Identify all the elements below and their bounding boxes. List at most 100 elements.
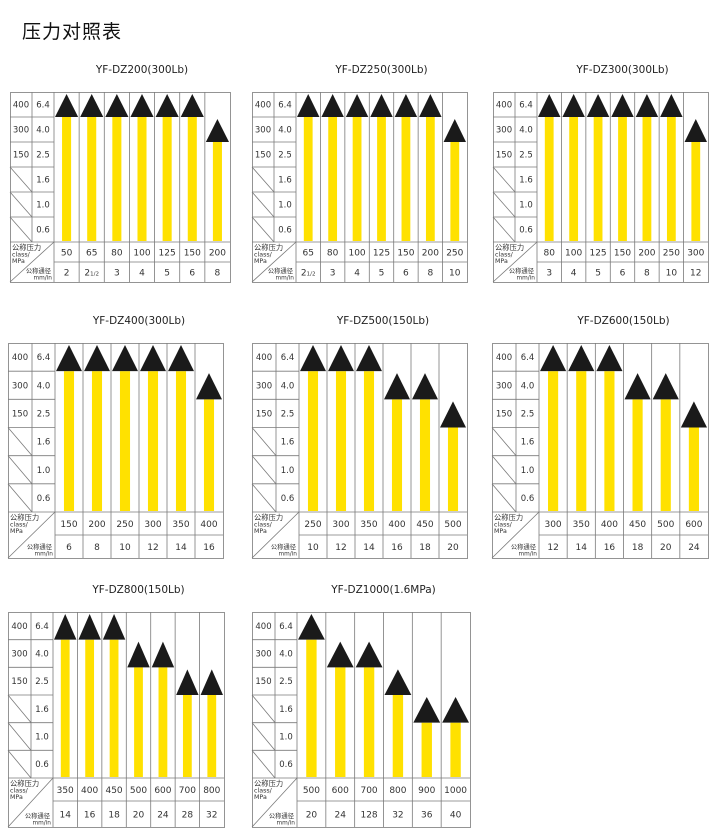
class-label: 300: [255, 650, 271, 660]
mpa-label: 1.0: [278, 201, 292, 211]
header-mpa: MPa: [254, 794, 267, 801]
class-label: 150: [11, 677, 27, 687]
inch-label: 16: [84, 811, 96, 821]
diagonal-slash: [251, 750, 276, 779]
pressure-bar: [425, 117, 435, 241]
header-class: class/: [10, 522, 29, 529]
inch-label: 3: [114, 269, 120, 279]
pressure-arrow-icon: [624, 373, 651, 400]
inch-label: 24: [688, 543, 700, 553]
inch-label: 14: [576, 543, 588, 553]
pressure-bar: [618, 117, 627, 241]
inch-label: 4: [354, 269, 360, 279]
mpa-label: 6.4: [35, 622, 49, 632]
header-dn: 公称通径: [268, 266, 294, 275]
header-class: class/: [254, 522, 273, 529]
dn-label: 350: [360, 520, 377, 530]
pressure-bar: [544, 117, 554, 241]
dn-label: 350: [172, 520, 189, 530]
pressure-arrow-icon: [660, 94, 683, 117]
diagonal-slash: [251, 483, 277, 513]
class-label: 150: [496, 409, 512, 419]
dn-label: 250: [304, 520, 321, 530]
inch-label: 4: [571, 269, 577, 279]
pressure-arrow-icon: [105, 94, 129, 117]
dn-label: 600: [332, 786, 349, 796]
pressure-bar: [392, 695, 404, 777]
mpa-label: 1.6: [35, 705, 49, 715]
diagonal-slash: [491, 483, 517, 513]
pressure-bar: [119, 371, 131, 511]
header-class: class/: [10, 788, 29, 795]
header-dn: 公称通径: [269, 811, 295, 820]
mpa-label: 2.5: [278, 151, 292, 161]
mpa-label: 0.6: [519, 226, 533, 236]
pressure-bar: [328, 117, 338, 241]
inch-label: 12: [147, 543, 158, 553]
inch-label: 8: [94, 543, 100, 553]
class-label: 300: [496, 126, 512, 136]
class-label: 400: [12, 353, 28, 363]
pressure-arrow-icon: [355, 641, 383, 668]
inch-label: 24: [335, 811, 347, 821]
mpa-label: 2.5: [519, 151, 533, 161]
mpa-label: 6.4: [36, 101, 50, 111]
chart-border: [492, 343, 709, 559]
pressure-arrow-icon: [297, 94, 320, 117]
pressure-bar: [137, 117, 147, 241]
diagonal-slash: [492, 216, 516, 243]
mpa-label: 2.5: [36, 151, 50, 161]
dn-label: 150: [614, 249, 631, 259]
pressure-arrow-icon: [102, 614, 126, 640]
pressure-arrow-icon: [611, 94, 634, 117]
dn-label: 400: [81, 786, 98, 796]
mpa-label: 1.0: [35, 733, 49, 743]
dn-label: 800: [389, 786, 406, 796]
mpa-label: 6.4: [278, 101, 292, 111]
mpa-label: 1.6: [37, 438, 51, 448]
inch-label: 40: [450, 811, 462, 821]
mpa-label: 1.6: [521, 438, 535, 448]
pressure-arrow-icon: [413, 697, 441, 723]
pressure-arrow-icon: [55, 94, 79, 117]
pressure-arrow-icon: [442, 697, 469, 723]
dn-label: 700: [360, 786, 377, 796]
pressure-arrow-icon: [345, 94, 369, 117]
class-label: 400: [255, 622, 271, 632]
pressure-arrow-icon: [370, 94, 393, 117]
inch-label: 21/2: [301, 269, 316, 279]
dn-label: 100: [565, 249, 582, 259]
diagonal-slash: [251, 216, 275, 243]
chart-border: [8, 612, 225, 828]
inch-label: 14: [363, 543, 375, 553]
pressure-chart: 400 6.4 300 4.0 150 2.5 1.6 1.0 0.6 公称压力class/MPa…: [9, 92, 231, 283]
pressure-bar: [548, 371, 559, 511]
header-diagonal: [491, 511, 540, 559]
inch-label: 16: [391, 543, 403, 553]
dn-label: 80: [111, 249, 123, 259]
chart-border: [493, 92, 709, 283]
pressure-bar: [60, 639, 70, 777]
pressure-chart: 400 6.4 300 4.0 150 2.5 1.6 1.0 0.6 公称压力class/MPa…: [7, 343, 224, 559]
header-pressure: 公称压力: [10, 779, 39, 788]
inch-label: 24: [157, 811, 169, 821]
pressure-arrow-icon: [540, 345, 567, 372]
diagonal-slash: [251, 166, 275, 193]
header-diagonal: [251, 511, 300, 559]
pressure-bar: [182, 695, 192, 777]
pressure-arrow-icon: [168, 345, 194, 372]
pressure-bar: [212, 142, 222, 241]
header-mpa: MPa: [10, 794, 23, 801]
chart-title: YF-DZ600(150Lb): [577, 315, 670, 327]
inch-label: 28: [182, 811, 194, 821]
dn-label: 400: [200, 520, 217, 530]
class-label: 150: [255, 677, 271, 687]
chart-title: YF-DZ800(150Lb): [92, 584, 185, 596]
class-label: 300: [255, 126, 271, 136]
pressure-bar: [363, 371, 375, 511]
pressure-bar: [335, 667, 346, 777]
dn-label: 50: [61, 249, 73, 259]
pressure-arrow-icon: [394, 94, 418, 117]
header-diagonal: [7, 511, 56, 559]
inch-label: 5: [595, 269, 601, 279]
